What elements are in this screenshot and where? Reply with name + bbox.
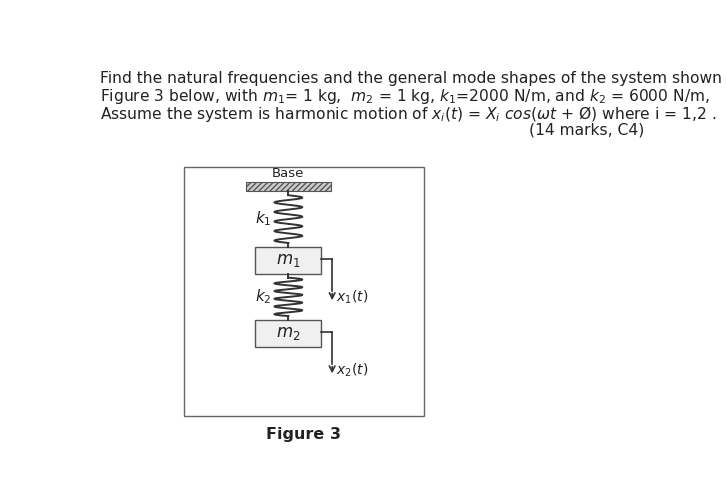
Text: $x_2(t)$: $x_2(t)$ [336, 362, 368, 380]
Bar [256, 247, 322, 274]
Text: Figure 3: Figure 3 [266, 427, 341, 442]
Text: Base: Base [272, 167, 305, 180]
Bar [256, 320, 322, 347]
Text: Figure 3 below, with $m_1$= 1 kg,  $m_2$ = 1 kg, $k_1$=2000 N/m, and $k_2$ = 600: Figure 3 below, with $m_1$= 1 kg, $m_2$ … [100, 87, 710, 106]
Text: Assume the system is harmonic motion of $x_i(t)$ = $X_i$ $cos(\omega t$ + Ø) whe: Assume the system is harmonic motion of … [100, 104, 717, 123]
Text: Find the natural frequencies and the general mode shapes of the system shown in: Find the natural frequencies and the gen… [100, 71, 726, 86]
Text: $m_2$: $m_2$ [276, 325, 301, 342]
Bar [184, 167, 424, 416]
Text: (14 marks, C4): (14 marks, C4) [529, 123, 644, 138]
Text: $k_2$: $k_2$ [255, 287, 272, 306]
Text: $x_1(t)$: $x_1(t)$ [336, 289, 368, 306]
Text: $k_1$: $k_1$ [255, 210, 272, 228]
Text: $m_1$: $m_1$ [276, 251, 301, 269]
Bar [245, 182, 331, 192]
